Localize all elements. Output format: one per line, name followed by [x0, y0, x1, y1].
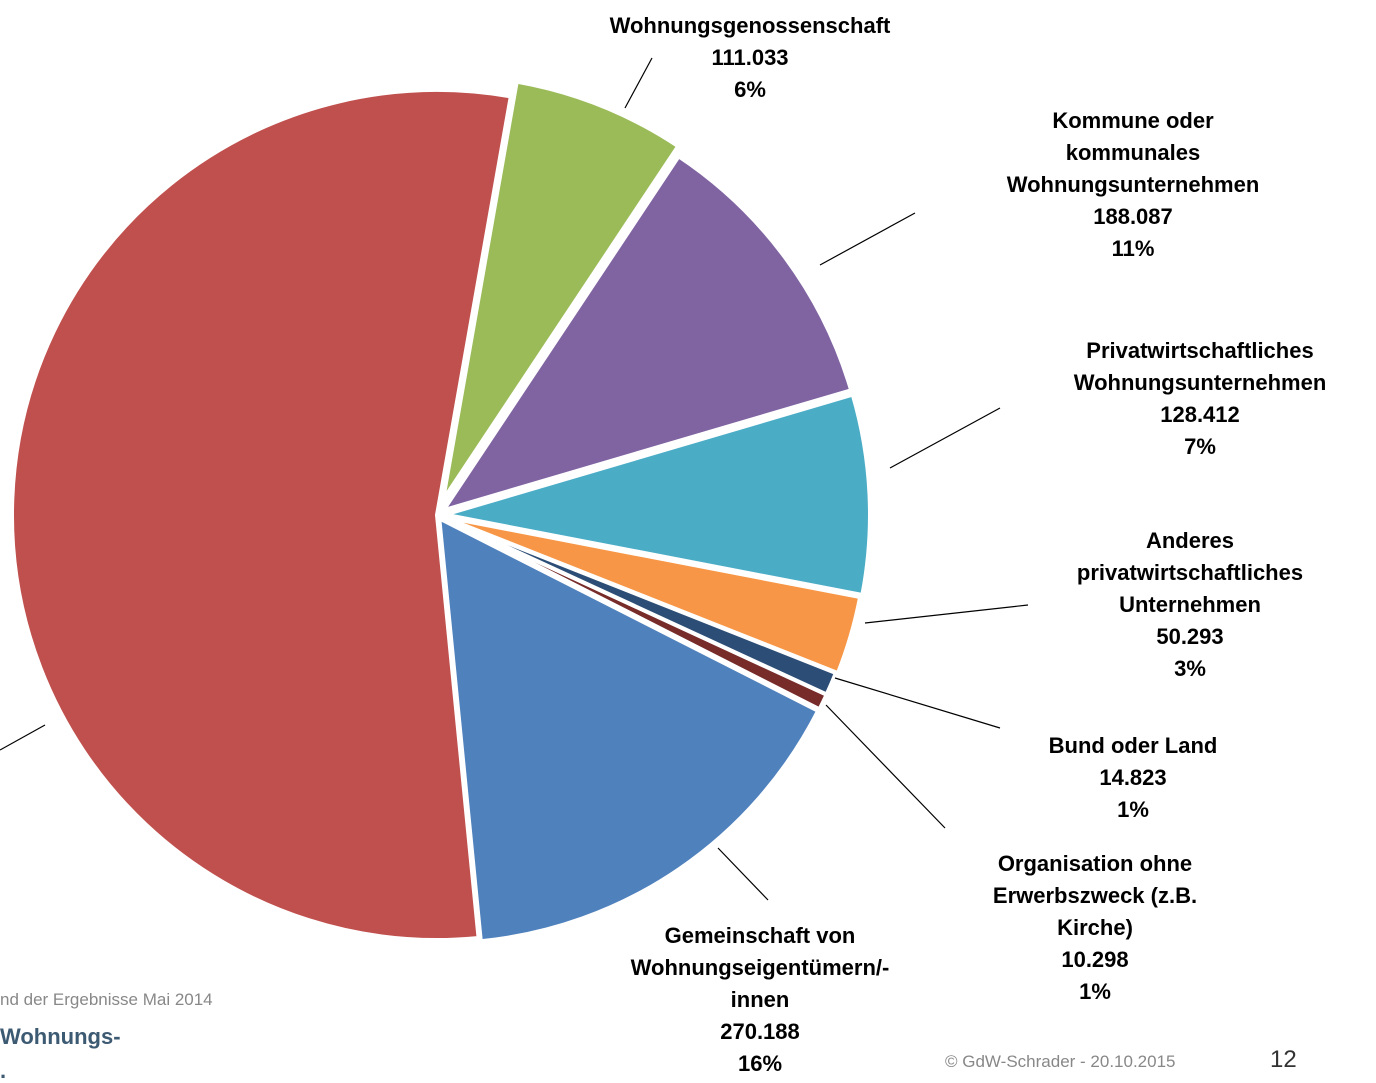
category-label: Anderes privatwirtschaftliches Unternehm…: [1076, 528, 1304, 617]
percent-label: 7%: [1184, 434, 1216, 459]
pie-slice: [438, 153, 854, 514]
leaders: [0, 57, 1029, 901]
category-label: Kommune oder kommunales Wohnungsunterneh…: [1006, 108, 1260, 197]
percent-label: 1%: [1079, 979, 1111, 1004]
value-label: 188.087: [1093, 204, 1173, 229]
percent-label: 1%: [1117, 797, 1149, 822]
pie-slice: [444, 392, 872, 598]
data-label: Anderes privatwirtschaftliches Unternehm…: [980, 525, 1376, 685]
source: nd der Ergebnisse Mai 2014: [0, 990, 213, 1009]
value-label: 128.412: [1160, 402, 1240, 427]
pie-slice: [440, 79, 681, 502]
category-label: Wohnungsgenossenschaft: [609, 13, 891, 38]
leader-line: [717, 847, 769, 901]
leader-line: [624, 57, 653, 109]
value-label: 270.188: [720, 1019, 800, 1044]
percent-label: 11%: [1111, 236, 1155, 261]
data-label: Wohnungsgenossenschaft 111.033 6%: [540, 10, 960, 106]
category-label: Privatwirtschaftliches Wohnungsunternehm…: [1073, 338, 1327, 395]
pie-slice: [10, 88, 514, 942]
leader-line: [834, 677, 1001, 729]
org: Wohnungs-: [0, 1024, 121, 1049]
data-label: Privatwirtschaftliches Wohnungsunternehm…: [990, 335, 1376, 463]
leader-line: [864, 604, 1029, 624]
data-label: Kommune oder kommunales Wohnungsunterneh…: [923, 105, 1343, 265]
copyright: © GdW-Schrader - 20.10.2015: [945, 1052, 1176, 1071]
value-label: 50.293: [1156, 624, 1224, 649]
percent-label: 6%: [734, 77, 766, 102]
leader-line: [889, 407, 1001, 469]
leader-line: [819, 212, 916, 266]
page-number: 12: [1270, 1046, 1297, 1073]
value-label: 10.298: [1061, 947, 1129, 972]
percent-label: 16%: [737, 1051, 783, 1076]
pie-slice: [442, 514, 863, 676]
category-label: Bund oder Land: [1048, 733, 1218, 758]
value-label: 14.823: [1099, 765, 1167, 790]
category-label: Organisation ohne Erwerbszweck (z.B. Kir…: [992, 851, 1198, 940]
value-label: 111.033: [711, 45, 789, 70]
data-label: Organisation ohne Erwerbszweck (z.B. Kir…: [885, 848, 1305, 1008]
category-label: Gemeinschaft von Wohnungseigentümern/- i…: [630, 923, 890, 1012]
org: .: [0, 1058, 7, 1083]
data-label: Gemeinschaft von Wohnungseigentümern/- i…: [550, 920, 970, 1080]
leader-line: [825, 704, 946, 829]
percent-label: 3%: [1174, 656, 1206, 681]
leader-line: [0, 724, 46, 751]
data-label: Bund oder Land 14.823 1%: [923, 730, 1343, 826]
pie-slice: [436, 514, 821, 944]
